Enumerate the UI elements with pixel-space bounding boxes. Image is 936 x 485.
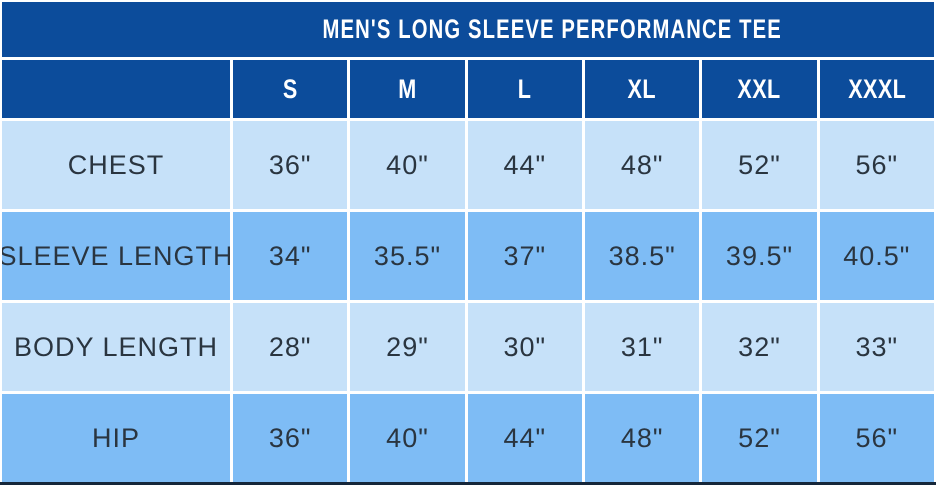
column-header-xxxl-label: XXXL xyxy=(847,73,906,104)
value-cell-sleeve-length-xxl: 39.5" xyxy=(702,212,817,300)
value-cell-chest-l: 44" xyxy=(467,121,582,209)
row-label-chest: CHEST xyxy=(2,121,230,209)
value-cell-chest-xxxl: 56" xyxy=(819,121,934,209)
value-cell-sleeve-length-l-label: 37" xyxy=(503,240,547,271)
value-cell-chest-xl-label: 48" xyxy=(620,149,664,180)
value-cell-body-length-xxxl-label: 33" xyxy=(855,331,899,362)
header-corner-cell xyxy=(2,60,230,118)
value-cell-body-length-xl-label: 31" xyxy=(620,331,664,362)
value-cell-body-length-s-label: 28" xyxy=(268,331,312,362)
column-header-s: S xyxy=(233,60,348,118)
column-header-m: M xyxy=(350,60,465,118)
value-cell-chest-m-label: 40" xyxy=(386,149,429,180)
value-cell-sleeve-length-l: 37" xyxy=(467,212,582,300)
value-cell-sleeve-length-xxxl-label: 40.5" xyxy=(843,240,911,271)
value-cell-chest-s-label: 36" xyxy=(268,149,312,180)
column-header-m-label: M xyxy=(398,73,417,104)
row-label-body-length: BODY LENGTH xyxy=(2,303,230,391)
value-cell-body-length-xxl: 32" xyxy=(702,303,817,391)
value-cell-hip-s: 36" xyxy=(233,394,348,482)
column-header-xl: XL xyxy=(585,60,700,118)
row-label-body-length-label: BODY LENGTH xyxy=(13,331,219,362)
column-header-xxl-label: XXL xyxy=(737,73,782,104)
value-cell-body-length-m: 29" xyxy=(350,303,465,391)
column-header-l: L xyxy=(467,60,582,118)
value-cell-sleeve-length-xxl-label: 39.5" xyxy=(725,240,794,271)
value-cell-chest-l-label: 44" xyxy=(503,149,547,180)
value-cell-sleeve-length-s-label: 34" xyxy=(268,240,312,271)
row-label-hip-label: HIP xyxy=(91,422,140,453)
value-cell-body-length-l: 30" xyxy=(467,303,582,391)
column-header-l-label: L xyxy=(518,73,532,104)
value-cell-hip-m: 40" xyxy=(350,394,465,482)
column-header-xl-label: XL xyxy=(627,73,657,104)
value-cell-sleeve-length-xl: 38.5" xyxy=(585,212,700,300)
value-cell-body-length-m-label: 29" xyxy=(386,331,429,362)
value-cell-sleeve-length-s: 34" xyxy=(233,212,348,300)
row-label-sleeve-length-label: SLEEVE LENGTH xyxy=(2,240,230,271)
row-label-sleeve-length: SLEEVE LENGTH xyxy=(2,212,230,300)
value-cell-hip-xl-label: 48" xyxy=(620,422,664,453)
row-label-hip: HIP xyxy=(2,394,230,482)
value-cell-hip-m-label: 40" xyxy=(386,422,429,453)
value-cell-sleeve-length-m: 35.5" xyxy=(350,212,465,300)
value-cell-chest-xxl-label: 52" xyxy=(738,149,781,180)
value-cell-body-length-xxl-label: 32" xyxy=(738,331,781,362)
column-header-xxl: XXL xyxy=(702,60,817,118)
value-cell-hip-xxxl: 56" xyxy=(819,394,934,482)
value-cell-sleeve-length-xxxl: 40.5" xyxy=(819,212,934,300)
value-cell-chest-xxxl-label: 56" xyxy=(855,149,899,180)
value-cell-body-length-xl: 31" xyxy=(585,303,700,391)
value-cell-sleeve-length-m-label: 35.5" xyxy=(373,240,442,271)
value-cell-chest-m: 40" xyxy=(350,121,465,209)
row-label-chest-label: CHEST xyxy=(67,149,165,180)
value-cell-hip-xxl-label: 52" xyxy=(738,422,781,453)
value-cell-hip-xxl: 52" xyxy=(702,394,817,482)
value-cell-chest-xxl: 52" xyxy=(702,121,817,209)
value-cell-hip-xl: 48" xyxy=(585,394,700,482)
chart-title: MEN'S LONG SLEEVE PERFORMANCE TEE xyxy=(322,14,782,44)
value-cell-body-length-s: 28" xyxy=(233,303,348,391)
column-header-xxxl: XXXL xyxy=(819,60,934,118)
column-header-s-label: S xyxy=(282,73,298,104)
value-cell-hip-l: 44" xyxy=(467,394,582,482)
value-cell-hip-l-label: 44" xyxy=(503,422,547,453)
chart-title-bar: MEN'S LONG SLEEVE PERFORMANCE TEE xyxy=(2,2,934,57)
value-cell-sleeve-length-xl-label: 38.5" xyxy=(608,240,676,271)
value-cell-chest-xl: 48" xyxy=(585,121,700,209)
value-cell-body-length-xxxl: 33" xyxy=(819,303,934,391)
value-cell-hip-s-label: 36" xyxy=(268,422,312,453)
value-cell-body-length-l-label: 30" xyxy=(503,331,547,362)
value-cell-hip-xxxl-label: 56" xyxy=(855,422,899,453)
value-cell-chest-s: 36" xyxy=(233,121,348,209)
